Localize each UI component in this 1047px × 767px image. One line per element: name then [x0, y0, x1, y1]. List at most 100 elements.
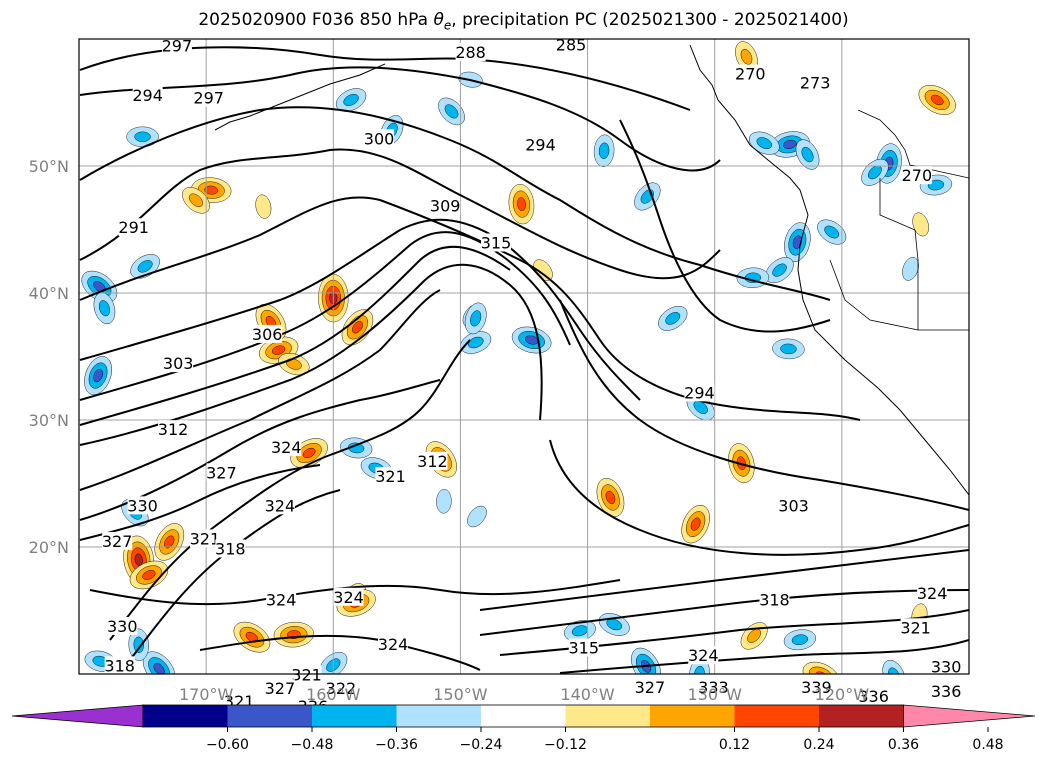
- precip-blob: [81, 270, 118, 303]
- contour-line: [79, 379, 441, 521]
- contour-label-bg: [858, 686, 889, 705]
- precip-blob: [784, 222, 811, 263]
- contour-label: 312: [158, 420, 189, 439]
- contour-label-bg: [132, 86, 163, 105]
- contour-line: [79, 218, 641, 401]
- contour-label: 315: [568, 639, 599, 658]
- precip-blob: [436, 489, 452, 514]
- colorbar-tick-label: −0.48: [291, 737, 334, 753]
- contour-label-bg: [271, 437, 302, 456]
- precip-blob: [728, 443, 755, 484]
- aleutian-islands: [214, 63, 386, 131]
- contour-label: 303: [163, 354, 194, 373]
- contour-label: 336: [858, 687, 889, 706]
- precip-blob: [735, 41, 758, 73]
- contour-label-bg: [688, 646, 719, 665]
- precip-blob: [460, 331, 492, 354]
- contour-label-bg: [900, 618, 931, 637]
- precip-blob: [817, 219, 847, 245]
- contour-label-bg: [917, 583, 948, 602]
- contour-line: [79, 106, 831, 301]
- contour-line: [79, 46, 691, 111]
- contour-label: 318: [215, 540, 246, 559]
- colorbar-tick-label: −0.24: [460, 737, 503, 753]
- precip-blob: [129, 560, 169, 590]
- precip-blob: [658, 306, 688, 331]
- contour-label-bg: [189, 529, 220, 548]
- precip-blob: [126, 126, 159, 147]
- precip-blob: [142, 651, 176, 674]
- lat-tick-label: 50°N: [29, 157, 69, 176]
- contour-label: 324: [333, 588, 364, 607]
- contour-label-bg: [215, 539, 246, 558]
- contour-label-bg: [901, 166, 932, 185]
- colorbar-segment: [143, 705, 228, 727]
- colorbar-segment: [481, 705, 566, 727]
- precip-blob: [783, 629, 816, 651]
- theta-subscript: e: [443, 18, 452, 33]
- lat-tick-label: 20°N: [29, 538, 69, 557]
- colorbar-tick-label: −0.12: [544, 737, 587, 753]
- precip-blob: [882, 659, 906, 674]
- precip-blob: [681, 504, 710, 544]
- gridlines: [79, 39, 969, 674]
- colorbar-tick-label: 0.24: [803, 737, 834, 753]
- contour-label-bg: [102, 531, 133, 550]
- precip-blob: [233, 621, 271, 653]
- contour-line: [619, 119, 831, 333]
- lat-tick-label: 40°N: [29, 284, 69, 303]
- state-border-2: [829, 259, 919, 331]
- contour-label: 330: [127, 496, 158, 515]
- contour-label-bg: [206, 463, 237, 482]
- contour-label-bg: [417, 451, 448, 470]
- contour-line: [559, 299, 969, 511]
- contour-label: 336: [931, 682, 962, 701]
- contour-label: 285: [556, 35, 587, 54]
- precip-blob: [593, 134, 615, 167]
- contour-label: 303: [778, 496, 809, 515]
- contour-line: [479, 549, 969, 611]
- contour-label: 327: [265, 679, 296, 698]
- precip-blob: [918, 85, 956, 115]
- theta-symbol: θ: [433, 10, 444, 30]
- contour-label: 270: [902, 166, 933, 185]
- contour-label-bg: [481, 233, 512, 252]
- lon-tick-label: 130°W: [688, 685, 743, 704]
- contour-label: 321: [375, 467, 406, 486]
- contour-label-bg: [118, 218, 149, 237]
- contour-line: [549, 439, 969, 556]
- precip-blob: [596, 477, 625, 517]
- axis-labels: 20°N 30°N 40°N 50°N 170°W 160°W 150°W 140°W 130°…: [29, 157, 870, 704]
- contour-label: 315: [481, 233, 512, 252]
- precip-blob: [464, 302, 487, 335]
- lat-tick-label: 30°N: [29, 411, 69, 430]
- contour-line: [79, 196, 861, 421]
- colorbar-segment: [650, 705, 735, 727]
- precip-blob: [335, 88, 367, 112]
- contour-label-bg: [107, 617, 138, 636]
- contour-line: [79, 66, 721, 172]
- precip-blob: [182, 187, 210, 214]
- contour-label: 324: [271, 438, 302, 457]
- contour-line: [79, 464, 321, 541]
- contour-label-bg: [800, 73, 831, 92]
- colorbar-extend-min: [11, 704, 144, 728]
- contour-label: 327: [102, 532, 133, 551]
- contour-label: 318: [759, 590, 790, 609]
- contour-line: [559, 639, 969, 674]
- contour-line: [79, 263, 543, 446]
- precip-blob: [508, 183, 535, 225]
- contour-label: 297: [193, 89, 224, 108]
- contour-label-bg: [759, 590, 790, 609]
- contour-label: 288: [455, 43, 486, 62]
- contour-label: 327: [635, 678, 666, 697]
- precip-blob: [255, 194, 272, 219]
- contour-label-bg: [252, 324, 283, 343]
- contour-label: 322: [326, 679, 357, 698]
- precip-blob: [93, 292, 116, 325]
- contour-labels: 297 288 285 270 273 294 297 300 294 270 309 291 315 3…: [102, 35, 962, 716]
- contour-label-bg: [801, 677, 832, 696]
- contour-label: 330: [931, 658, 962, 677]
- precip-blob: [84, 356, 112, 395]
